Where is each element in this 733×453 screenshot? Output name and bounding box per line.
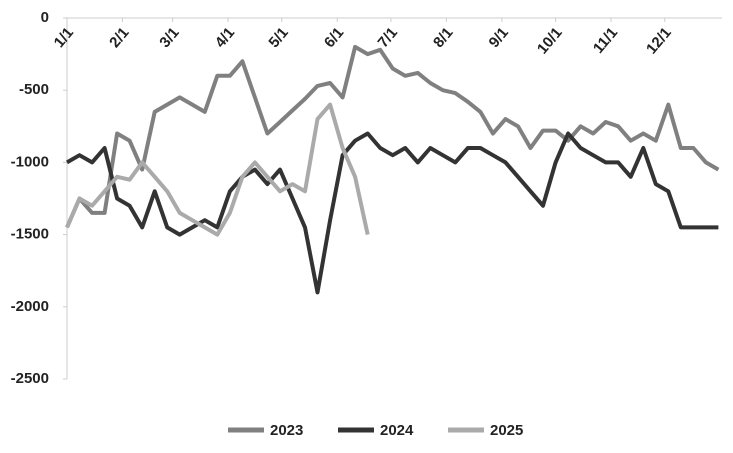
series-line [65,44,720,229]
x-tick-label: 6/1 [321,24,347,51]
legend-label: 2025 [490,422,523,439]
x-tick-label: 3/1 [156,24,182,51]
y-tick-label: -500 [19,81,49,98]
y-tick-label: -2000 [11,298,49,315]
x-tick-label: 5/1 [265,24,291,51]
y-tick-label: -1000 [11,153,49,170]
x-tick-label: 7/1 [375,24,401,51]
x-tick-label: 2/1 [106,24,132,51]
legend-label: 2024 [380,422,414,439]
x-tick-label: 4/1 [212,24,238,51]
x-tick-label: 8/1 [430,24,456,51]
legend-label: 2023 [270,422,303,439]
x-tick-label: 10/1 [534,24,566,57]
y-tick-label: 0 [41,9,49,26]
series-line [65,102,370,237]
x-tick-label: 11/1 [590,24,621,57]
x-tick-label: 9/1 [486,24,512,51]
y-tick-label: -2500 [11,370,49,387]
y-tick-label: -1500 [11,226,49,243]
series-line [66,131,719,295]
x-tick-label: 12/1 [643,24,675,57]
x-tick-label: 1/1 [51,24,77,51]
